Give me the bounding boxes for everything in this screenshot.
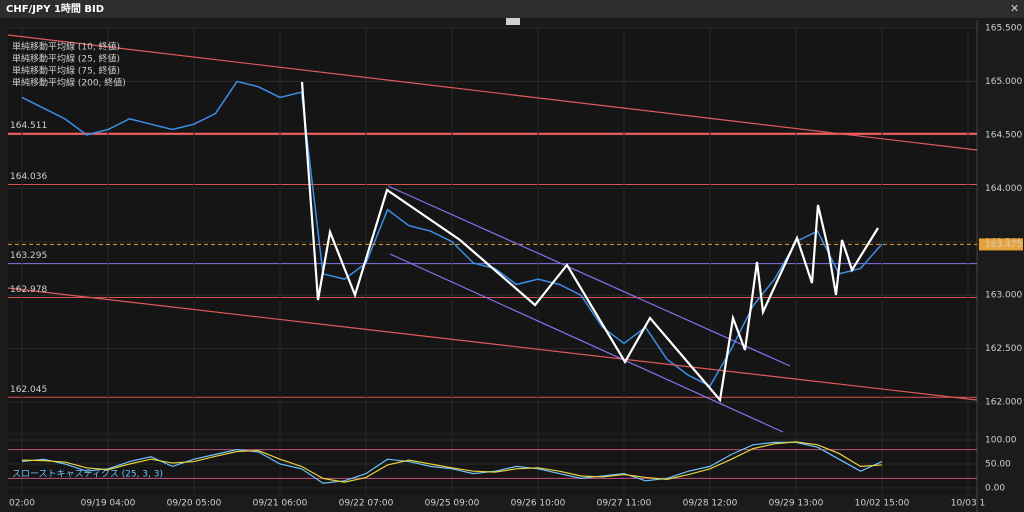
sub-title: スローストキャスティクス (25, 3, 3) — [12, 469, 163, 480]
x-tick-label: 09/22 07:00 — [339, 499, 394, 509]
y-tick-label: 50.00 — [985, 459, 1011, 469]
y-tick-label: 164.500 — [985, 130, 1022, 140]
level-label: 164.036 — [10, 172, 47, 182]
x-tick-label: 10/03 1 — [951, 499, 986, 509]
x-tick-label: 09/21 06:00 — [253, 499, 308, 509]
x-tick-label: 09/20 05:00 — [167, 499, 222, 509]
level-label: 162.978 — [10, 285, 47, 295]
x-tick-label: 02:00 — [9, 499, 35, 509]
level-label: 162.045 — [10, 385, 47, 395]
y-tick-label: 100.00 — [985, 435, 1017, 445]
price-line — [21, 441, 883, 483]
level-label: 163.295 — [10, 251, 47, 261]
close-button[interactable]: ✕ — [1010, 2, 1019, 15]
legend-entry: 単純移動平均線 (75, 終値) — [12, 65, 120, 77]
legend-entry: 単純移動平均線 (10, 終値) — [12, 41, 120, 53]
sub-plot — [8, 436, 977, 494]
x-tick-label: 09/29 13:00 — [769, 499, 824, 509]
y-tick-label: 165.000 — [985, 77, 1022, 87]
y-tick-label: 162.000 — [985, 398, 1022, 408]
legend-entry: 単純移動平均線 (200, 終値) — [12, 77, 126, 89]
y-tick-label: 162.500 — [985, 344, 1022, 354]
y-tick-label: 164.000 — [985, 184, 1022, 194]
x-tick-label: 10/02 15:00 — [855, 499, 910, 509]
x-tick-label: 09/28 12:00 — [683, 499, 738, 509]
y-tick-label: 163.000 — [985, 291, 1022, 301]
x-tick-label: 09/25 09:00 — [425, 499, 480, 509]
title-bar — [0, 0, 1024, 18]
main-plot — [8, 28, 977, 432]
y-tick-label: 165.500 — [985, 24, 1022, 34]
price-line — [21, 441, 883, 484]
x-tick-label: 09/19 04:00 — [81, 499, 136, 509]
y-tick-label: 0.00 — [985, 483, 1005, 493]
legend-entry: 単純移動平均線 (25, 終値) — [12, 53, 120, 65]
chart-title: CHF/JPY 1時間 BID — [6, 2, 104, 15]
drawing-layer — [8, 27, 977, 494]
trend-lines — [7, 34, 978, 433]
current-price-label: 163.475 — [985, 240, 1022, 250]
x-tick-label: 09/27 11:00 — [597, 499, 652, 509]
collapse-button[interactable] — [506, 18, 520, 25]
x-tick-label: 09/26 10:00 — [511, 499, 566, 509]
level-label: 164.511 — [10, 121, 47, 131]
current-price-box — [979, 238, 1023, 251]
